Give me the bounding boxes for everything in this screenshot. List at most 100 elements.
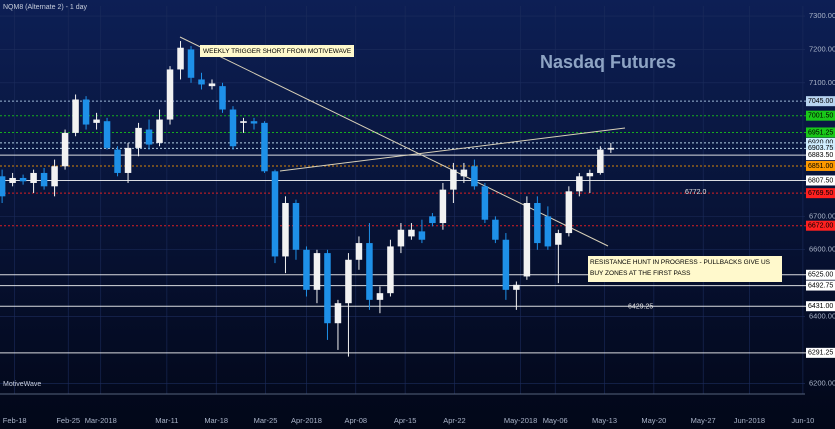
candle-body: [471, 166, 478, 187]
candle-body: [523, 203, 531, 277]
candle-body: [240, 121, 247, 123]
candle-body: [345, 259, 352, 304]
x-tick-label: May-2018: [504, 416, 537, 425]
candles: [0, 41, 615, 357]
level-label-box: [806, 175, 835, 186]
level-label: 6807.50: [808, 177, 833, 184]
candle-body: [408, 229, 415, 237]
x-tick-label: May-20: [641, 416, 666, 425]
x-tick-label: Feb-25: [56, 416, 80, 425]
x-tick-label: May-27: [691, 416, 716, 425]
candle-body: [324, 253, 331, 324]
subtitle: NQM8 (Alternate 2) - 1 day: [3, 4, 88, 11]
level-label: 6951.25: [808, 129, 833, 136]
level-label: 6903.75: [808, 145, 833, 152]
level-label-box: [806, 160, 835, 171]
y-tick-label: 7200.00: [809, 44, 835, 53]
y-tick-label: 6700.00: [809, 211, 835, 220]
candle-body: [586, 172, 594, 177]
annotation-box: [200, 45, 354, 57]
candle-body: [376, 293, 384, 300]
candle-body: [576, 176, 583, 192]
candle-body: [82, 99, 90, 125]
level-label: 6769.50: [808, 190, 833, 197]
trend-line: [279, 127, 626, 172]
candle-body: [303, 249, 310, 290]
x-tick-label: Apr-22: [443, 416, 466, 425]
candle-body: [229, 109, 237, 147]
candle-body: [555, 233, 562, 245]
level-label: 6525.00: [808, 272, 833, 279]
x-tick-label: Jun-2018: [734, 416, 765, 425]
x-tick-label: Mar-11: [155, 416, 178, 425]
annotation-wrap: RESISTANCE HUNT IN PROGRESS - PULLBACKS …: [590, 259, 770, 277]
level-label-box: [806, 150, 835, 161]
y-tick-label: 7100.00: [809, 78, 835, 87]
candle-body: [513, 284, 520, 290]
level-label-box: [806, 220, 835, 231]
candle-body: [72, 99, 79, 133]
level-label: 6291.25: [808, 350, 833, 357]
candle-body: [492, 219, 499, 240]
candle-body: [135, 127, 142, 148]
level-label-box: [806, 188, 835, 199]
candle-body: [61, 132, 69, 167]
x-tick-label: Feb-18: [3, 416, 27, 425]
candle-body: [51, 166, 58, 187]
candle-body: [387, 246, 394, 294]
level-label-box: [806, 127, 835, 138]
y-tick-label: 6200.00: [809, 378, 835, 387]
candle-body: [534, 203, 541, 244]
candle-body: [439, 189, 447, 224]
candle-body: [114, 149, 121, 173]
level-label-box: [806, 347, 835, 358]
level-label-box: [806, 96, 835, 107]
candle-body: [481, 186, 489, 220]
level-label: 6672.00: [808, 223, 833, 230]
x-tick-label: Mar-2018: [85, 416, 117, 425]
level-label-box: [806, 280, 835, 291]
level-label-box: [806, 301, 835, 312]
candle-body: [187, 49, 195, 78]
candle-body: [198, 79, 205, 85]
chart-title: Nasdaq Futures: [540, 52, 676, 72]
annotation: RESISTANCE HUNT IN PROGRESS - PULLBACKS …: [590, 259, 770, 277]
level-note: 6772.0: [685, 189, 707, 196]
level-label: 6883.50: [808, 152, 833, 159]
level-label: 6492.75: [808, 282, 833, 289]
candle-body: [418, 231, 426, 240]
candle-body: [93, 119, 100, 123]
level-label: 6920.00: [808, 140, 833, 147]
candle-body: [219, 86, 226, 110]
candle-body: [166, 69, 174, 120]
candle-body: [397, 229, 405, 247]
candle-body: [292, 203, 300, 250]
candle-body: [544, 216, 552, 247]
watermark: MotiveWave: [3, 381, 41, 388]
level-label-box: [806, 137, 835, 148]
candle-body: [282, 203, 289, 257]
candle-body: [460, 169, 468, 177]
x-tick-label: Jun-10: [791, 416, 814, 425]
candle-body: [355, 243, 363, 260]
candle-body: [0, 176, 6, 197]
x-tick-label: Apr-08: [345, 416, 368, 425]
candle-body: [30, 172, 37, 183]
candle-body: [124, 147, 132, 173]
candle-body: [40, 172, 48, 187]
level-label: 6431.00: [808, 303, 833, 310]
candle-body: [429, 216, 436, 224]
x-tick-label: Apr-2018: [291, 416, 322, 425]
level-label-box: [806, 110, 835, 121]
candle-body: [177, 47, 184, 70]
candle-body: [334, 303, 342, 324]
candle-body: [250, 121, 258, 124]
candle-body: [597, 149, 604, 173]
x-tick-label: Mar-25: [254, 416, 278, 425]
y-tick-label: 7300.00: [809, 11, 835, 20]
candle-body: [565, 191, 573, 234]
y-tick-label: 6600.00: [809, 245, 835, 254]
candle-body: [156, 119, 163, 143]
